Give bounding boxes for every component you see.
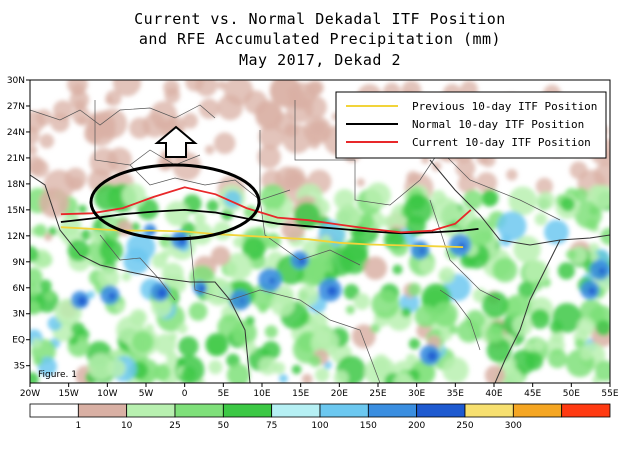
colorbar-swatch [319, 403, 369, 418]
y-tick-label: EQ [12, 336, 25, 346]
colorbar-label: 10 [121, 421, 133, 431]
colorbar-label: 75 [266, 421, 277, 431]
border-ethiopia [429, 199, 501, 301]
y-tick-label: 9N [13, 258, 25, 268]
x-tick-label: 55E [601, 389, 618, 399]
colorbar-swatch [416, 403, 466, 418]
x-tick-label: 35E [447, 389, 464, 399]
x-tick-label: 0 [182, 389, 188, 399]
coast-east-africa [494, 239, 561, 383]
colorbar-swatch [561, 403, 611, 418]
colorbar-swatch [29, 403, 79, 418]
y-axis-ticks: 30N 27N 24N 21N 18N 15N 12N 9N 6N 3N EQ 3S [7, 76, 30, 372]
colorbar-swatch [367, 403, 418, 418]
colorbar-swatch [77, 403, 128, 418]
title-line-2: and RFE Accumulated Precipitation (mm) [138, 30, 502, 48]
legend-label: Normal 10-day ITF Position [412, 118, 584, 131]
x-tick-label: 15E [292, 389, 309, 399]
x-tick-label: 45E [524, 389, 541, 399]
colorbar-swatch [271, 403, 321, 418]
border-gulf [189, 234, 381, 383]
colorbar-swatch [464, 403, 514, 418]
y-tick-label: 24N [7, 128, 25, 138]
border-north [30, 104, 216, 126]
x-tick-label: 5W [139, 389, 154, 399]
colorbar-swatch [174, 403, 224, 418]
y-tick-label: 30N [7, 76, 25, 86]
itf-line-previous [60, 226, 464, 248]
x-tick-label: 10W [97, 389, 117, 399]
y-tick-label: 18N [7, 180, 25, 190]
border-horn [439, 149, 561, 221]
y-tick-label: 15N [7, 206, 25, 216]
itf-lines [60, 186, 479, 248]
border-central [259, 130, 361, 266]
country-borders [30, 100, 561, 383]
border-east [294, 100, 441, 206]
colorbar-label: 150 [360, 421, 377, 431]
itf-legend: Previous 10-day ITF Position Normal 10-da… [335, 91, 607, 159]
legend-label: Previous 10-day ITF Position [412, 100, 597, 113]
y-tick-label: 12N [7, 232, 25, 242]
colorbar-swatch [222, 403, 273, 418]
y-tick-label: 21N [7, 154, 25, 164]
map-frame [29, 79, 611, 384]
highlight-ellipse [89, 163, 261, 241]
x-tick-label: 25E [369, 389, 386, 399]
colorbar-label: 100 [311, 421, 328, 431]
x-tick-label: 20W [20, 389, 40, 399]
x-tick-label: 10E [253, 389, 270, 399]
coastlines [30, 159, 610, 383]
coast-red-sea [429, 159, 610, 246]
border-coast-west [99, 234, 176, 301]
legend-label: Current 10-day ITF Position [412, 136, 591, 149]
colorbar-label: 1 [75, 421, 81, 431]
colorbar-swatch [512, 403, 563, 418]
y-tick-label: 27N [7, 102, 25, 112]
colorbar-label: 50 [218, 421, 230, 431]
colorbar-label: 25 [169, 421, 180, 431]
up-arrow-icon [154, 125, 198, 158]
colorbar-label: 250 [456, 421, 473, 431]
title-line-1: Current vs. Normal Dekadal ITF Position [134, 10, 506, 28]
title-line-3: May 2017, Dekad 2 [238, 51, 402, 69]
x-tick-label: 30E [408, 389, 425, 399]
border-sahel [94, 100, 201, 166]
border-kenya [439, 289, 481, 351]
itf-line-normal [60, 208, 479, 235]
x-axis-ticks: 20W 15W 10W 5W 0 5E 10E 15E 20E 25E 30E 35E 40E 45E 50… [20, 383, 619, 399]
colorbar-swatch [126, 403, 176, 418]
y-tick-label: 3N [13, 310, 25, 320]
x-tick-label: 20E [331, 389, 348, 399]
x-tick-label: 5E [218, 389, 230, 399]
y-tick-label: 6N [13, 284, 25, 294]
x-tick-label: 15W [58, 389, 78, 399]
colorbar: 1 10 25 50 75 100 150 200 250 300 [29, 403, 611, 431]
x-tick-label: 50E [563, 389, 580, 399]
colorbar-label: 200 [408, 421, 425, 431]
itf-line-current [60, 186, 472, 234]
colorbar-label: 300 [505, 421, 522, 431]
figure-label: Figure. 1 [38, 370, 77, 380]
y-tick-label: 3S [14, 362, 26, 372]
x-tick-label: 40E [485, 389, 502, 399]
coast-west-africa [30, 174, 251, 383]
